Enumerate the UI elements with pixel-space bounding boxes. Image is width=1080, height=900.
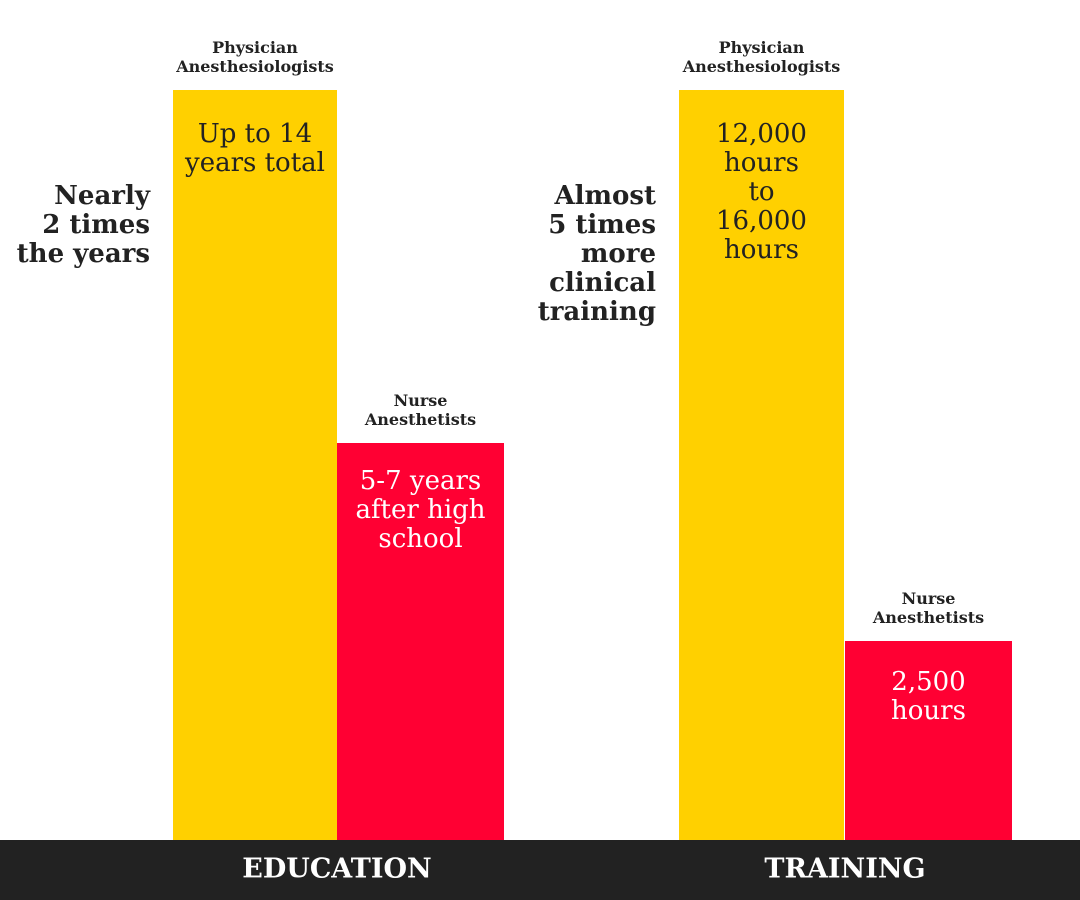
- bar-text-line: hours: [724, 235, 799, 265]
- bar-label-line: Physician: [719, 38, 805, 57]
- comparison-note: Nearly 2 times the years: [17, 181, 151, 269]
- bar-label-line: Anesthesiologists: [682, 57, 841, 76]
- comparison-note-line: 5 times: [548, 210, 656, 240]
- comparison-note-line: more: [581, 239, 656, 269]
- bar-label: Nurse Anesthetists: [872, 589, 984, 627]
- bar-label: Nurse Anesthetists: [364, 391, 476, 429]
- bar-text-line: years total: [184, 148, 325, 178]
- category-label: EDUCATION: [242, 854, 431, 885]
- bar-label-line: Anesthetists: [872, 608, 984, 627]
- comparison-note-line: training: [538, 297, 656, 327]
- comparison-note-line: Almost: [553, 181, 656, 211]
- bar: [845, 641, 1012, 840]
- bar: [173, 90, 337, 840]
- comparison-note-line: Nearly: [54, 181, 151, 211]
- comparison-note-line: clinical: [549, 268, 656, 298]
- bar-label: Physician Anesthesiologists: [682, 38, 841, 76]
- bar-text-line: 12,000: [716, 119, 807, 149]
- comparison-note-line: 2 times: [42, 210, 150, 240]
- bar-text-line: hours: [891, 696, 966, 726]
- footer-band: [0, 840, 1080, 900]
- bar-text-line: Up to 14: [198, 119, 312, 149]
- bar: [679, 90, 844, 840]
- bar-text-line: after high: [355, 495, 485, 525]
- comparison-note: Almost 5 times more clinical training: [538, 181, 656, 327]
- bar-text-line: 5-7 years: [360, 466, 481, 496]
- bar-text-line: 16,000: [716, 206, 807, 236]
- bar-text-line: hours: [724, 148, 799, 178]
- bar-label-line: Nurse: [902, 589, 956, 608]
- category-label: TRAINING: [764, 854, 925, 885]
- bar-text-line: to: [748, 177, 774, 207]
- bar: [337, 443, 504, 840]
- bar-label-line: Anesthetists: [364, 410, 476, 429]
- bar-text: 2,500 hours: [891, 667, 966, 726]
- bar-label-line: Physician: [212, 38, 298, 57]
- bar-label: Physician Anesthesiologists: [175, 38, 334, 76]
- bar-text: Up to 14 years total: [184, 119, 325, 178]
- bar-text: 12,000 hours to 16,000 hours: [716, 119, 807, 265]
- bar-label-line: Nurse: [394, 391, 448, 410]
- bar-text-line: school: [378, 524, 462, 554]
- bar-label-line: Anesthesiologists: [175, 57, 334, 76]
- comparison-note-line: the years: [17, 239, 150, 269]
- bar-text-line: 2,500: [891, 667, 965, 697]
- bar-text: 5-7 years after high school: [355, 466, 485, 554]
